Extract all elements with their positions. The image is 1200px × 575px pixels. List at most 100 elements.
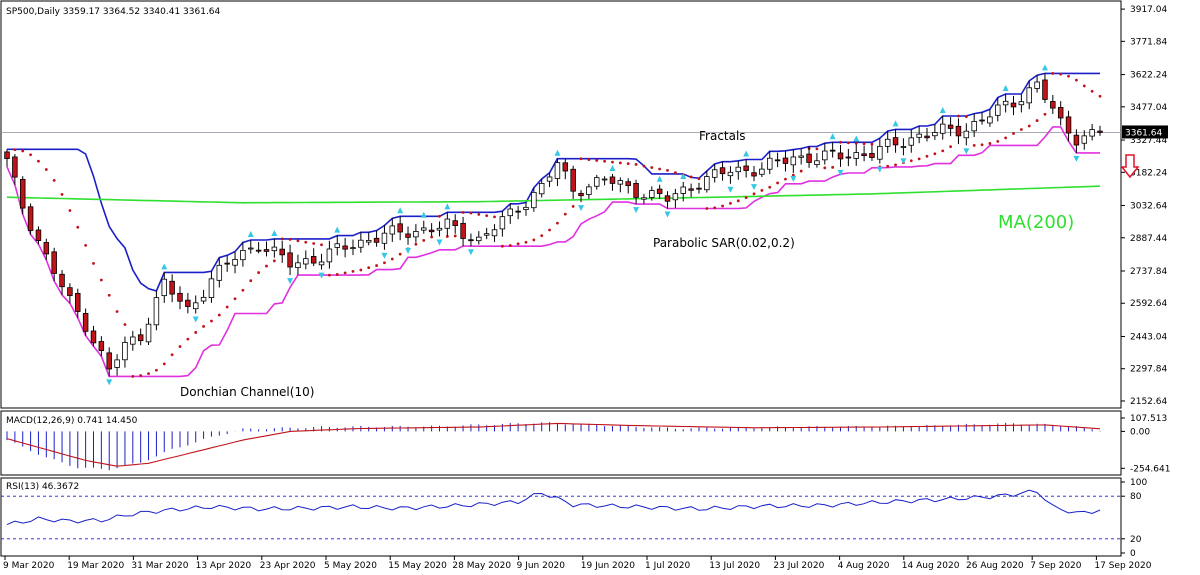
donchian-lower-line (6, 126, 1100, 378)
price-tick-label: 3182.24 (1130, 168, 1167, 178)
candle-body (365, 240, 372, 243)
psar-dot (186, 337, 190, 341)
candle-body (67, 287, 73, 296)
psar-dot (666, 169, 669, 172)
psar-dot (304, 240, 308, 244)
psar-dot (469, 211, 473, 215)
candle-body (538, 182, 545, 195)
psar-dot (972, 143, 976, 147)
candle-body (955, 125, 962, 137)
psar-dot (445, 235, 449, 238)
candle-body (995, 104, 1001, 116)
psar-dot (1090, 89, 1094, 93)
x-tick-label: 19 Mar 2020 (67, 561, 124, 571)
psar-dot (713, 206, 717, 210)
rsi-series-layer (1, 489, 1121, 540)
x-tick-label: 17 Sep 2020 (1094, 561, 1151, 571)
psar-dot (964, 115, 968, 119)
fractal-up-marker (743, 150, 750, 157)
candle-body (75, 292, 81, 312)
x-tick-label: 9 Jun 2020 (517, 561, 566, 571)
candle-body (853, 152, 859, 159)
candle-body (704, 176, 710, 191)
candle-body (617, 180, 624, 185)
psar-dot (894, 163, 897, 167)
fractal-up-marker (420, 211, 427, 218)
psar-dot (626, 162, 630, 166)
candle-body (806, 153, 812, 163)
price-panel-frame (0, 0, 1122, 409)
psar-dot (784, 177, 787, 181)
psar-dot (375, 264, 378, 267)
candle-body (295, 262, 301, 269)
candle-body (185, 299, 191, 307)
psar-dot (123, 323, 127, 326)
psar-dot (799, 169, 803, 173)
psar-dot (1051, 71, 1055, 75)
psar-dot (398, 252, 402, 256)
donchian-annotation: Donchian Channel(10) (180, 385, 314, 399)
candle-body (82, 313, 89, 332)
fractal-up-marker (609, 164, 616, 171)
candle-body (1034, 81, 1040, 89)
price-tick-label: 3917.04 (1130, 5, 1167, 15)
candle-body (1042, 79, 1048, 100)
psar-dot (729, 201, 732, 205)
candle-body (452, 220, 458, 226)
candle-body (751, 172, 757, 177)
fractal-down-marker (381, 252, 388, 259)
psar-dot (170, 353, 174, 357)
fractal-up-marker (853, 135, 860, 142)
candle-body (822, 150, 828, 161)
psar-dot (949, 145, 952, 149)
candle-body (656, 188, 663, 194)
candle-body (916, 133, 922, 138)
candle-body (523, 206, 529, 210)
psar-dot (1019, 128, 1023, 131)
candle-body (248, 247, 254, 250)
price-tick-label: 2443.04 (1130, 332, 1167, 342)
price-tick-label: 3622.24 (1130, 71, 1167, 81)
candle-body (609, 176, 616, 184)
macd-series-layer (6, 422, 1101, 471)
psar-dot (194, 331, 198, 334)
candle-body (1002, 100, 1009, 106)
fractal-up-marker (680, 173, 687, 180)
fractal-up-marker (444, 203, 451, 210)
price-tick-label: 3327.44 (1130, 136, 1167, 146)
candle-body (499, 216, 506, 230)
candle-body (672, 193, 679, 201)
psar-dot (697, 177, 701, 181)
candle-body (546, 176, 553, 182)
candle-body (586, 186, 592, 195)
fractal-down-marker (963, 148, 970, 155)
psar-dot (957, 114, 960, 118)
psar-dot (493, 215, 496, 219)
psar-dot (92, 262, 95, 265)
psar-dot (634, 163, 638, 166)
psar-dot (438, 214, 441, 218)
candle-body (413, 231, 419, 238)
psar-dot (29, 153, 32, 157)
psar-dot (13, 148, 17, 152)
psar-dot (941, 149, 945, 153)
psar-dot (1082, 84, 1086, 88)
candle-body (939, 123, 946, 134)
candle-body (216, 264, 223, 281)
price-tick-label: 3032.64 (1130, 202, 1167, 212)
psar-dot (909, 159, 913, 163)
x-tick-label: 23 Jul 2020 (773, 561, 824, 571)
candle-body (696, 187, 702, 190)
fractal-down-marker (578, 205, 585, 212)
psar-dot (1075, 78, 1078, 82)
psar-dot (210, 319, 213, 323)
macd-signal-line (6, 422, 1101, 467)
psar-dot (1004, 136, 1008, 140)
candle-body (460, 222, 466, 239)
x-tick-label: 13 Apr 2020 (196, 561, 252, 571)
candle-body (279, 248, 285, 256)
psar-dot (139, 374, 143, 377)
candle-body (774, 159, 781, 162)
psar-dot (548, 228, 551, 232)
psar-dot (658, 167, 662, 171)
